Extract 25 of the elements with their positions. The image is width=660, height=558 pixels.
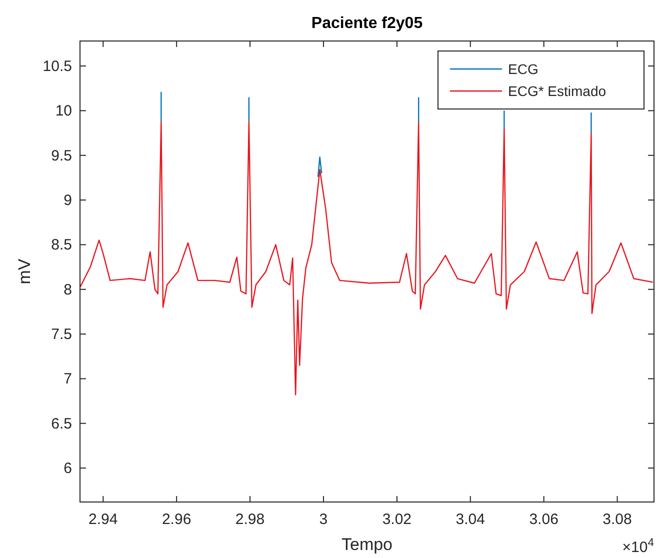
x-axis-title: Tempo	[341, 535, 393, 554]
y-tick-label: 9.5	[51, 147, 72, 164]
y-tick-label: 8	[64, 281, 72, 298]
line-series	[80, 120, 654, 396]
y-tick-label: 8.5	[51, 236, 72, 254]
y-axis-title: mV	[15, 258, 34, 284]
x-tick-label: 2.96	[162, 511, 192, 528]
x-tick-label: 3.02	[382, 511, 412, 528]
y-tick-label: 6.5	[51, 415, 72, 432]
y-tick-label: 9	[64, 192, 72, 210]
y-tick-label: 7.5	[51, 326, 72, 344]
legend-label: ECG* Estimado	[508, 83, 606, 99]
y-tick-label: 10	[55, 102, 72, 120]
x-tick-label: 3.06	[529, 511, 558, 528]
y-tick-label: 10.5	[42, 58, 72, 76]
x-tick-label: 2.98	[235, 511, 265, 528]
x-tick-label: 3.04	[456, 511, 485, 528]
x-tick-label: 3	[319, 511, 328, 528]
text: ×10$^{4}$	[622, 537, 654, 556]
x-tick-label: 2.94	[88, 511, 118, 528]
legend-label: ECG	[508, 61, 538, 77]
chart-title: Paciente f2y05	[311, 15, 423, 32]
y-tick-label: 6	[64, 460, 72, 478]
y-tick-label: 7	[64, 370, 72, 388]
x-tick-label: 3.08	[602, 511, 632, 528]
